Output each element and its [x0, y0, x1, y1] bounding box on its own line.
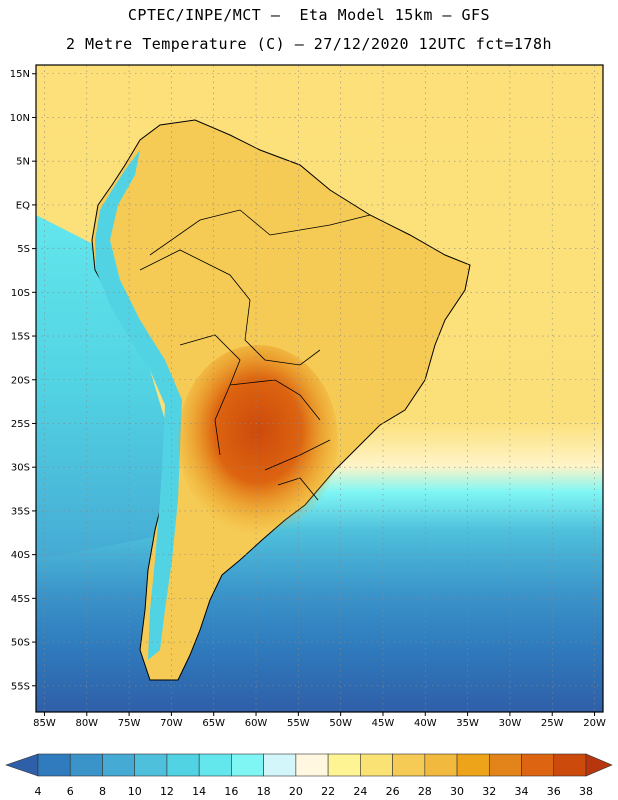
colorbar-label: 8: [99, 785, 106, 798]
colorbar-label: 12: [160, 785, 174, 798]
colorbar-segment: [102, 753, 136, 777]
colorbar-segment: [553, 753, 587, 777]
colorbar-label: 10: [128, 785, 142, 798]
colorbar-label: 26: [386, 785, 400, 798]
colorbar-segment: [295, 753, 329, 777]
colorbar-segment: [134, 753, 168, 777]
lon-tick-label: 55W: [287, 718, 310, 729]
lat-tick-label: 30S: [11, 463, 30, 474]
lon-tick-label: 50W: [329, 718, 352, 729]
map-title-line-1: CPTEC/INPE/MCT – Eta Model 15km – GFS: [127, 6, 491, 24]
lat-tick-label: 15S: [11, 332, 30, 343]
lat-tick-label: 5N: [16, 157, 30, 168]
colorbar-label: 22: [321, 785, 335, 798]
lat-tick-label: 10N: [10, 113, 30, 124]
colorbar-segment: [69, 753, 103, 777]
colorbar-label: 16: [224, 785, 238, 798]
lon-tick-label: 65W: [202, 718, 225, 729]
temperature-colorbar: 4 6 8 10 12 14 16 18 20 22 24 26 28 30 32 34 36 38: [5, 753, 613, 798]
pacific-cool-region: [36, 215, 190, 560]
colorbar-label: 4: [35, 785, 42, 798]
colorbar-arrow-low: [5, 753, 39, 777]
colorbar-label: 32: [482, 785, 496, 798]
colorbar-segment: [198, 753, 232, 777]
hot-core-region: [178, 345, 338, 535]
lon-tick-label: 60W: [245, 718, 268, 729]
colorbar-label: 14: [192, 785, 206, 798]
lat-tick-label: 50S: [11, 638, 30, 649]
colorbar-label: 34: [515, 785, 529, 798]
map-field: [36, 65, 603, 712]
map-title-line-2: 2 Metre Temperature (C) – 27/12/2020 12U…: [65, 35, 553, 53]
lat-tick-label: 5S: [17, 244, 30, 255]
lon-tick-label: 35W: [456, 718, 479, 729]
map-frame: [35, 64, 604, 713]
lat-tick-label: 35S: [11, 506, 30, 517]
lon-tick-label: 40W: [414, 718, 437, 729]
colorbar-label: 24: [353, 785, 367, 798]
latitude-labels: 15N 10N 5N EQ 5S 10S 15S 20S 25S 30S 35S 40S 45S 50S 5…: [10, 69, 36, 692]
colorbar-label: 36: [547, 785, 561, 798]
longitude-labels: 85W 80W 75W 70W 65W 60W 55W 50W 45W 40W 35W 30W 25W 2…: [33, 712, 606, 729]
lon-tick-label: 80W: [75, 718, 98, 729]
andes-cold-band: [95, 150, 182, 660]
map-gridlines: [36, 65, 603, 712]
colorbar-segment: [424, 753, 458, 777]
colorbar-label: 6: [67, 785, 74, 798]
colorbar-arrow-high: [585, 753, 613, 777]
lon-tick-label: 30W: [499, 718, 522, 729]
colorbar-label: 20: [289, 785, 303, 798]
colorbar-label: 18: [257, 785, 271, 798]
lon-tick-label: 70W: [160, 718, 183, 729]
colorbar-segment: [521, 753, 555, 777]
lat-tick-label: EQ: [16, 200, 30, 211]
lat-tick-label: 45S: [11, 594, 30, 605]
lon-tick-label: 25W: [541, 718, 564, 729]
lon-tick-label: 75W: [118, 718, 141, 729]
colorbar-segment: [327, 753, 361, 777]
colorbar-segment: [488, 753, 522, 777]
colorbar-segment: [360, 753, 393, 777]
colorbar-segment: [456, 753, 490, 777]
colorbar-segment: [263, 753, 297, 777]
colorbar-segment: [37, 753, 71, 777]
lat-tick-label: 20S: [11, 375, 30, 386]
colorbar-label: 38: [579, 785, 593, 798]
lon-tick-label: 45W: [372, 718, 395, 729]
lat-tick-label: 40S: [11, 550, 30, 561]
lon-tick-label: 85W: [33, 718, 56, 729]
lat-tick-label: 15N: [10, 69, 30, 80]
country-borders: [139, 209, 371, 501]
lat-tick-label: 25S: [11, 419, 30, 430]
lat-tick-label: 10S: [11, 288, 30, 299]
colorbar-segment: [231, 753, 264, 777]
colorbar-label: 30: [450, 785, 464, 798]
lon-tick-label: 20W: [583, 718, 606, 729]
colorbar-label: 28: [418, 785, 432, 798]
lat-tick-label: 55S: [11, 681, 30, 692]
colorbar-segment: [392, 753, 426, 777]
colorbar-segment: [166, 753, 200, 777]
